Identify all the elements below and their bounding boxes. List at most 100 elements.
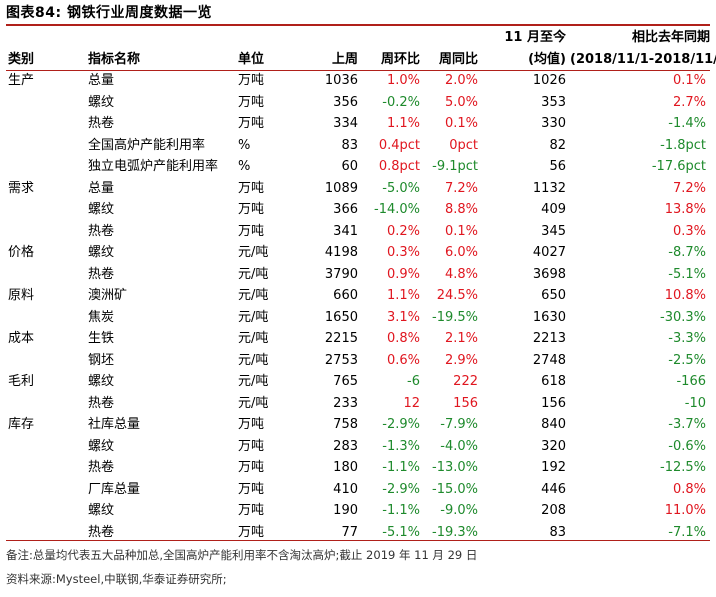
row-avg: 208 [541,503,566,519]
header-avg-bottom: (均值) [528,51,566,67]
row-unit: 元/吨 [238,352,269,368]
row-wow: 0.3% [386,245,420,261]
row-avg: 446 [541,481,566,497]
row-category: 成本 [8,331,35,347]
row-yoy: 4.8% [444,266,478,282]
row-last-week: 334 [333,116,358,132]
row-yoy: -9.0% [440,503,478,519]
row-wow: -1.1% [382,503,420,519]
row-category [6,500,88,522]
row-lastyear: -1.8pct [660,137,706,153]
row-unit: 万吨 [238,438,265,454]
row-wow: 3.1% [386,309,420,325]
row-unit: 万吨 [238,417,265,433]
row-indicator-name: 螺纹 [88,94,115,110]
row-wow: -5.0% [382,180,420,196]
table-row: 焦炭 元/吨 1650 3.1% -19.5% 1630 -30.3% [6,307,710,329]
row-last-week: 60 [341,159,358,175]
row-wow: 1.0% [386,73,420,89]
table-row: 毛利 螺纹 元/吨 765 -6 222 618 -166 [6,371,710,393]
row-yoy: 2.9% [444,352,478,368]
row-indicator-name: 螺纹 [88,245,115,261]
header-yoy: 周同比 [438,51,478,67]
row-yoy: -19.5% [432,309,478,325]
row-yoy: 222 [453,374,478,390]
row-wow: -2.9% [382,417,420,433]
row-avg: 650 [541,288,566,304]
row-unit: 元/吨 [238,331,269,347]
row-lastyear: -5.1% [668,266,706,282]
row-indicator-name: 全国高炉产能利用率 [88,137,206,153]
row-category [6,350,88,372]
row-indicator-name: 生铁 [88,331,115,347]
row-unit: 万吨 [238,503,265,519]
row-wow: -14.0% [374,202,420,218]
row-last-week: 1036 [324,73,358,89]
row-unit: 元/吨 [238,395,269,411]
row-category: 生产 [8,73,35,89]
row-avg: 82 [549,137,566,153]
row-avg: 56 [549,159,566,175]
row-unit: 万吨 [238,73,265,89]
table-row: 螺纹 万吨 366 -14.0% 8.8% 409 13.8% [6,199,710,221]
row-avg: 345 [541,223,566,239]
row-yoy: 2.1% [444,331,478,347]
row-wow: -6 [407,374,420,390]
row-lastyear: -3.3% [668,331,706,347]
row-avg: 330 [541,116,566,132]
row-wow: 1.1% [386,288,420,304]
row-last-week: 366 [333,202,358,218]
row-lastyear: 11.0% [664,503,706,519]
header-wow: 周环比 [380,51,420,67]
row-category: 价格 [8,245,35,261]
header-category: 类别 [8,51,35,67]
row-avg: 2748 [532,352,566,368]
table-row: 螺纹 万吨 190 -1.1% -9.0% 208 11.0% [6,500,710,522]
row-lastyear: 0.1% [672,73,706,89]
header-last-week: 上周 [331,51,358,67]
row-lastyear: -30.3% [660,309,706,325]
row-avg: 409 [541,202,566,218]
row-lastyear: -8.7% [668,245,706,261]
row-yoy: 156 [453,395,478,411]
row-wow: 12 [403,395,420,411]
row-last-week: 1650 [324,309,358,325]
row-last-week: 356 [333,94,358,110]
row-last-week: 2215 [324,331,358,347]
row-category: 需求 [8,180,35,196]
row-last-week: 765 [333,374,358,390]
title-divider [6,24,710,26]
row-last-week: 2753 [324,352,358,368]
table-row: 热卷 元/吨 3790 0.9% 4.8% 3698 -5.1% [6,264,710,286]
row-wow: 0.8% [386,331,420,347]
row-unit: 万吨 [238,481,265,497]
row-lastyear: 2.7% [672,94,706,110]
row-category: 库存 [8,417,35,433]
row-avg: 1630 [532,309,566,325]
row-indicator-name: 钢坯 [88,352,115,368]
table-row: 原料 澳洲矿 元/吨 660 1.1% 24.5% 650 10.8% [6,285,710,307]
row-yoy: 5.0% [444,94,478,110]
row-yoy: 6.0% [444,245,478,261]
row-avg: 320 [541,438,566,454]
row-category: 毛利 [8,374,35,390]
row-lastyear: -10 [684,395,706,411]
row-yoy: -19.3% [432,524,478,540]
row-avg: 2213 [532,331,566,347]
row-wow: -0.2% [382,94,420,110]
table-row: 热卷 万吨 180 -1.1% -13.0% 192 -12.5% [6,457,710,479]
row-unit: 元/吨 [238,266,269,282]
row-unit: 万吨 [238,116,265,132]
table-row: 价格 螺纹 元/吨 4198 0.3% 6.0% 4027 -8.7% [6,242,710,264]
row-last-week: 190 [333,503,358,519]
row-lastyear: -0.6% [668,438,706,454]
row-yoy: 8.8% [444,202,478,218]
row-last-week: 1089 [324,180,358,196]
row-indicator-name: 总量 [88,180,115,196]
header-avg-top: 11 月至今 [504,29,566,45]
row-lastyear: 10.8% [664,288,706,304]
row-indicator-name: 螺纹 [88,202,115,218]
steel-weekly-table: 11 月至今 相比去年同期 类别 指标名称 单位 上周 周环比 周同比 (均值)… [6,26,716,543]
row-avg: 83 [549,524,566,540]
header-lastyear-bottom: (2018/11/1-2018/11/30) [570,51,716,67]
